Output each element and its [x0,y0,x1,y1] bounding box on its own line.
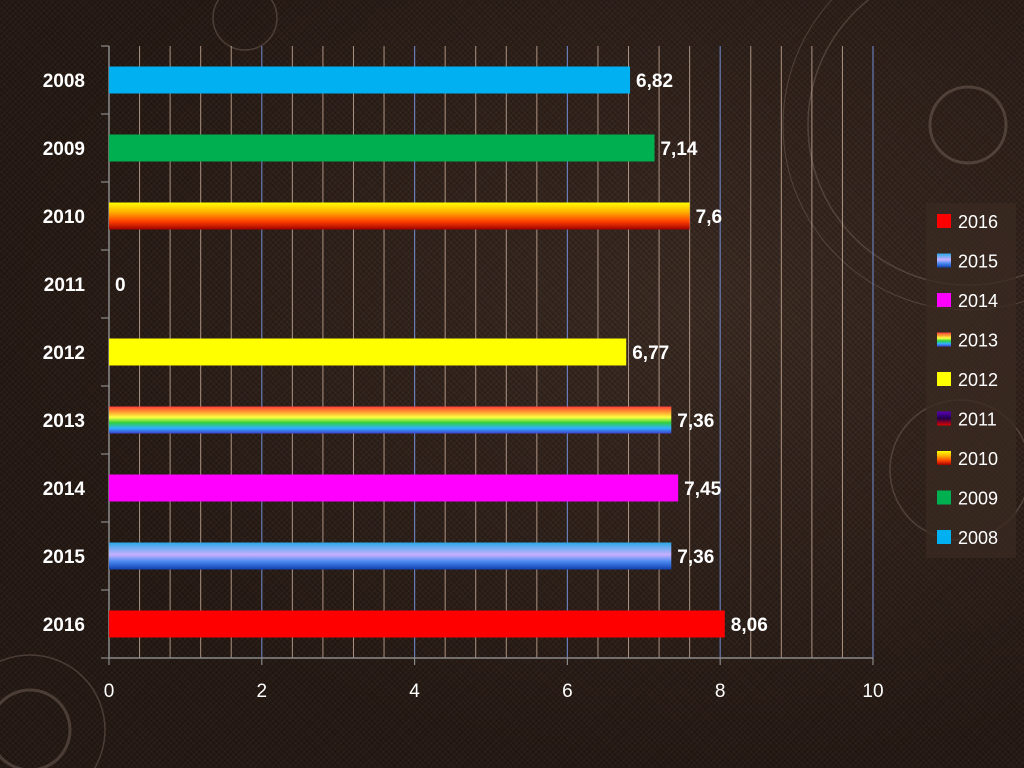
legend-swatch-2014 [937,293,951,307]
data-label: 6,77 [632,343,669,364]
category-label: 2015 [43,547,86,568]
legend: 2016 2015 2014 2013 2012 2011 2010 2009 2008 [926,203,1016,558]
legend-swatch-2015 [937,253,951,268]
x-tick-label: 4 [409,681,420,702]
bar-2015 [109,542,672,570]
legend-swatch-2010 [937,451,951,465]
category-label: 2014 [43,479,86,500]
data-label: 7,36 [677,547,714,568]
category-label: 2013 [43,411,85,432]
x-tick-label: 2 [257,681,268,702]
legend-label: 2011 [958,410,997,430]
legend-swatch-2011 [937,411,951,426]
category-label: 2011 [44,275,86,296]
bar-2009 [109,134,655,162]
x-tick-label: 0 [104,681,115,702]
legend-label: 2010 [958,449,998,469]
legend-label: 2008 [958,528,998,548]
data-label: 7,45 [684,479,721,500]
legend-label: 2016 [958,212,998,232]
legend-swatch-2009 [937,490,951,505]
legend-swatch-2013 [937,332,951,347]
legend-label: 2013 [958,331,998,351]
data-label: 7,36 [677,411,714,432]
x-tick-label: 8 [715,681,726,702]
bar-2016 [109,610,725,638]
data-label: 7,6 [696,207,722,228]
data-label: 0 [115,275,126,296]
category-label: 2010 [43,207,85,228]
data-label: 8,06 [731,615,768,636]
legend-label: 2014 [958,291,998,311]
legend-label: 2012 [958,370,998,390]
bar-2012 [109,338,627,366]
legend-label: 2009 [958,489,998,509]
legend-label: 2015 [958,252,998,272]
bar-2010 [109,202,690,230]
bars [109,66,725,638]
data-label: 7,14 [660,139,697,160]
bar-2014 [109,474,679,502]
category-label: 2008 [43,71,85,92]
legend-swatch-2012 [937,372,951,386]
category-label: 2016 [43,615,85,636]
legend-swatch-2016 [937,214,951,228]
category-label: 2012 [43,343,85,364]
labels: 0 2 4 6 8 10 2008 6,82 2009 7,14 2010 7,6 2011 0 2012 6… [43,71,884,702]
bar-2008 [109,66,631,94]
category-label: 2009 [43,139,85,160]
x-tick-label: 6 [562,681,573,702]
data-label: 6,82 [636,71,673,92]
bar-2013 [109,406,672,434]
legend-swatch-2008 [937,530,951,544]
x-tick-label: 10 [862,681,883,702]
